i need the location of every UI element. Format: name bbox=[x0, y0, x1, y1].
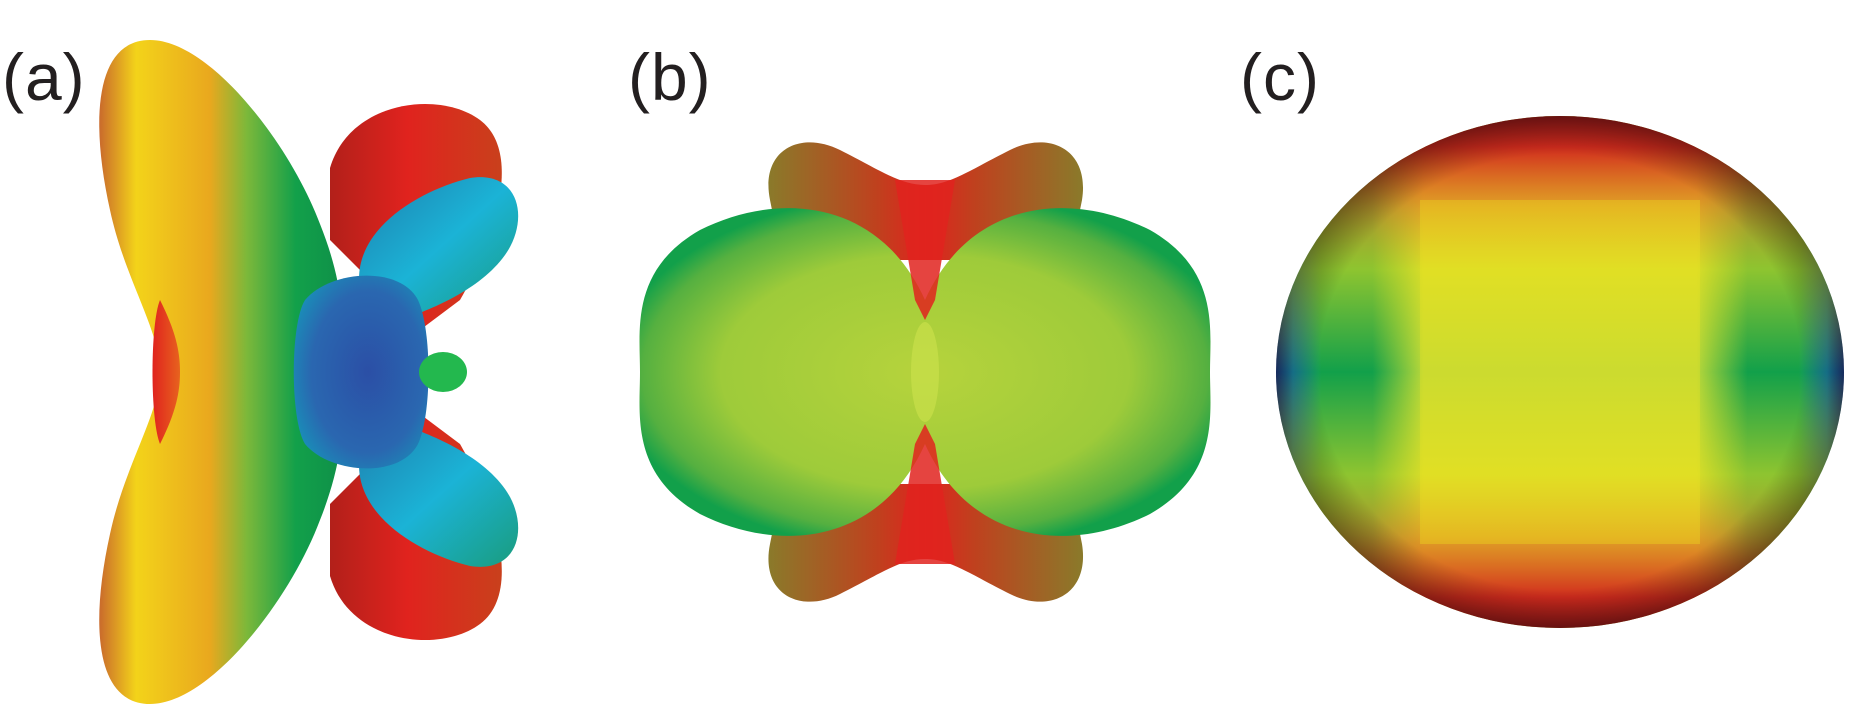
panel-a-left-lobe bbox=[99, 40, 346, 704]
panel-b-center-red bbox=[895, 180, 955, 320]
panel-label-c: (c) bbox=[1240, 40, 1320, 114]
panel-a-surface bbox=[99, 40, 519, 704]
panel-b-center-red-lower bbox=[895, 424, 955, 564]
panel-c-edge-shade bbox=[1276, 116, 1844, 628]
panel-a-green-nub bbox=[419, 352, 467, 392]
panel-b-center-highlight bbox=[911, 322, 939, 422]
panel-a-red-waist bbox=[152, 300, 180, 444]
panel-label-b: (b) bbox=[628, 40, 712, 114]
panel-b-surface bbox=[639, 142, 1211, 602]
panel-c-surface bbox=[1276, 116, 1844, 628]
panel-a-blue-core bbox=[293, 275, 429, 469]
panel-label-a: (a) bbox=[2, 40, 86, 114]
